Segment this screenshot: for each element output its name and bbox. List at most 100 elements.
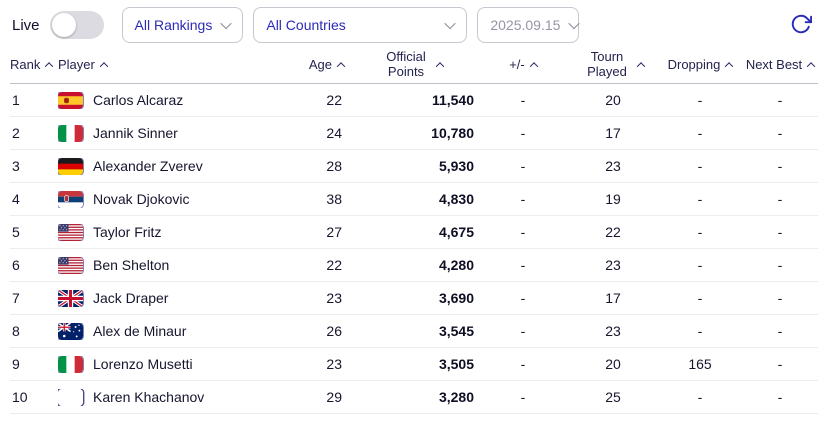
tourn-played-cell: 23 (605, 158, 621, 174)
countries-dropdown-value: All Countries (266, 17, 346, 33)
flag-usa-icon (58, 256, 83, 274)
player-cell[interactable]: Karen Khachanov (58, 388, 290, 406)
flag-italy-icon (58, 124, 83, 142)
table-row: 7 Jack Draper 23 3,690 - 17 - - (10, 282, 818, 315)
sort-caret-icon (636, 61, 646, 71)
points-cell: 3,505 (438, 356, 474, 372)
header-age[interactable]: Age (290, 57, 346, 72)
table-row: 9 Lorenzo Musetti 23 3,505 - 20 165 - (10, 348, 818, 381)
player-cell[interactable]: Jack Draper (58, 289, 290, 307)
header-next-best[interactable]: Next Best (742, 57, 818, 72)
sort-caret-icon (529, 61, 539, 71)
tourn-played-cell: 23 (605, 323, 621, 339)
next-best-cell: - (777, 92, 783, 108)
age-cell: 29 (326, 389, 342, 405)
plus-minus-cell: - (520, 92, 526, 108)
flag-serbia-icon (58, 190, 83, 208)
player-cell[interactable]: Alexander Zverev (58, 157, 290, 175)
tourn-played-cell: 20 (605, 356, 621, 372)
age-cell: 22 (326, 257, 342, 273)
points-cell: 11,540 (431, 92, 474, 108)
player-cell[interactable]: Alex de Minaur (58, 322, 290, 340)
player-name: Jack Draper (93, 290, 169, 306)
rank-cell: 4 (12, 191, 20, 207)
player-cell[interactable]: Taylor Fritz (58, 223, 290, 241)
header-rank[interactable]: Rank (10, 57, 58, 72)
points-cell: 3,280 (438, 389, 474, 405)
dropping-cell: - (697, 323, 703, 339)
tourn-played-cell: 19 (605, 191, 621, 207)
player-name: Alexander Zverev (93, 158, 203, 174)
rank-cell: 1 (12, 92, 20, 108)
live-toggle[interactable] (49, 11, 104, 39)
player-name: Jannik Sinner (93, 125, 178, 141)
chevron-down-icon (568, 17, 581, 30)
age-cell: 26 (326, 323, 342, 339)
flag-spain-icon (58, 91, 83, 109)
points-cell: 4,830 (438, 191, 474, 207)
dropping-cell: - (697, 290, 703, 306)
sort-caret-icon (725, 61, 734, 71)
plus-minus-cell: - (520, 323, 526, 339)
countries-dropdown[interactable]: All Countries (253, 7, 468, 43)
dropping-cell: - (697, 257, 703, 273)
flag-germany-icon (58, 157, 83, 175)
date-dropdown[interactable]: 2025.09.15 (477, 7, 581, 43)
date-dropdown-value: 2025.09.15 (490, 17, 561, 33)
flag-italy-icon (58, 355, 83, 373)
next-best-cell: - (777, 257, 783, 273)
table-row: 10 Karen Khachanov 29 3,280 - 25 - - (10, 381, 818, 414)
rank-cell: 8 (12, 323, 20, 339)
player-cell[interactable]: Novak Djokovic (58, 190, 290, 208)
header-official-points[interactable]: Official Points (346, 49, 478, 79)
plus-minus-cell: - (520, 191, 526, 207)
rank-cell: 10 (12, 389, 28, 405)
table-row: 8 Alex de Minaur 26 3,545 - 23 - - (10, 315, 818, 348)
plus-minus-cell: - (520, 125, 526, 141)
player-name: Lorenzo Musetti (93, 356, 193, 372)
player-cell[interactable]: Ben Shelton (58, 256, 290, 274)
header-player[interactable]: Player (58, 57, 290, 72)
points-cell: 3,545 (438, 323, 474, 339)
rankings-dropdown[interactable]: All Rankings (121, 7, 244, 43)
table-header-row: Rank Player Age Official Points +/- Tour… (10, 46, 818, 84)
table-row: 6 Ben Shelton 22 4,280 - 23 - - (10, 249, 818, 282)
table-row: 1 Carlos Alcaraz 22 11,540 - 20 - - (10, 84, 818, 117)
points-cell: 5,930 (438, 158, 474, 174)
age-cell: 22 (326, 92, 342, 108)
plus-minus-cell: - (520, 356, 526, 372)
refresh-button[interactable] (788, 11, 814, 40)
table-row: 2 Jannik Sinner 24 10,780 - 17 - - (10, 117, 818, 150)
next-best-cell: - (777, 224, 783, 240)
player-cell[interactable]: Jannik Sinner (58, 124, 290, 142)
chevron-down-icon (444, 17, 457, 30)
dropping-cell: - (697, 125, 703, 141)
points-cell: 4,675 (438, 224, 474, 240)
player-cell[interactable]: Lorenzo Musetti (58, 355, 290, 373)
flag-great-britain-icon (58, 289, 83, 307)
dropping-cell: - (697, 389, 703, 405)
dropping-cell: 165 (688, 356, 712, 372)
header-dropping[interactable]: Dropping (658, 57, 742, 72)
flag-neutral-icon (58, 388, 83, 406)
age-cell: 23 (326, 356, 342, 372)
plus-minus-cell: - (520, 257, 526, 273)
rank-cell: 5 (12, 224, 20, 240)
player-name: Karen Khachanov (93, 389, 205, 405)
points-cell: 3,690 (438, 290, 474, 306)
header-tourn-played[interactable]: Tourn Played (568, 49, 658, 79)
plus-minus-cell: - (520, 290, 526, 306)
rank-cell: 2 (12, 125, 20, 141)
player-cell[interactable]: Carlos Alcaraz (58, 91, 290, 109)
tourn-played-cell: 17 (605, 290, 621, 306)
rank-cell: 3 (12, 158, 20, 174)
player-name: Carlos Alcaraz (93, 92, 184, 108)
sort-caret-icon (99, 61, 109, 71)
age-cell: 27 (326, 224, 342, 240)
next-best-cell: - (777, 125, 783, 141)
player-name: Taylor Fritz (93, 224, 162, 240)
toggle-knob (51, 13, 76, 37)
header-plus-minus[interactable]: +/- (478, 57, 568, 72)
player-name: Ben Shelton (93, 257, 170, 273)
player-name: Alex de Minaur (93, 323, 187, 339)
